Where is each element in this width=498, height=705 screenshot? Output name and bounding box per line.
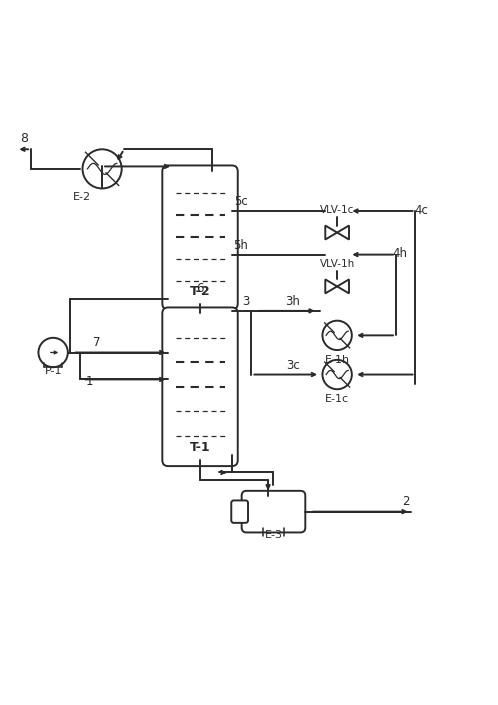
FancyBboxPatch shape	[162, 307, 238, 466]
Text: 5h: 5h	[233, 239, 248, 252]
Text: 2: 2	[402, 495, 409, 508]
Text: T-2: T-2	[190, 285, 210, 298]
Text: 3h: 3h	[286, 295, 300, 308]
Text: P-1: P-1	[44, 366, 62, 376]
Text: 3c: 3c	[286, 359, 300, 372]
Text: 4c: 4c	[414, 204, 428, 217]
Text: 6: 6	[196, 282, 204, 295]
Text: E-2: E-2	[73, 192, 91, 202]
Text: E-1h: E-1h	[325, 355, 350, 365]
Text: 1: 1	[86, 375, 94, 388]
Text: E-1c: E-1c	[325, 394, 349, 404]
FancyBboxPatch shape	[231, 501, 248, 523]
Text: E-3: E-3	[264, 529, 282, 540]
FancyBboxPatch shape	[242, 491, 305, 532]
Text: VLV-1c: VLV-1c	[320, 204, 355, 215]
Text: 8: 8	[20, 133, 28, 145]
Text: VLV-1h: VLV-1h	[320, 259, 355, 269]
Text: 4h: 4h	[392, 247, 407, 260]
FancyBboxPatch shape	[162, 166, 238, 309]
Text: T-1: T-1	[190, 441, 210, 454]
Text: 7: 7	[94, 336, 101, 349]
Text: 3: 3	[242, 295, 249, 308]
Text: 5c: 5c	[234, 195, 248, 208]
